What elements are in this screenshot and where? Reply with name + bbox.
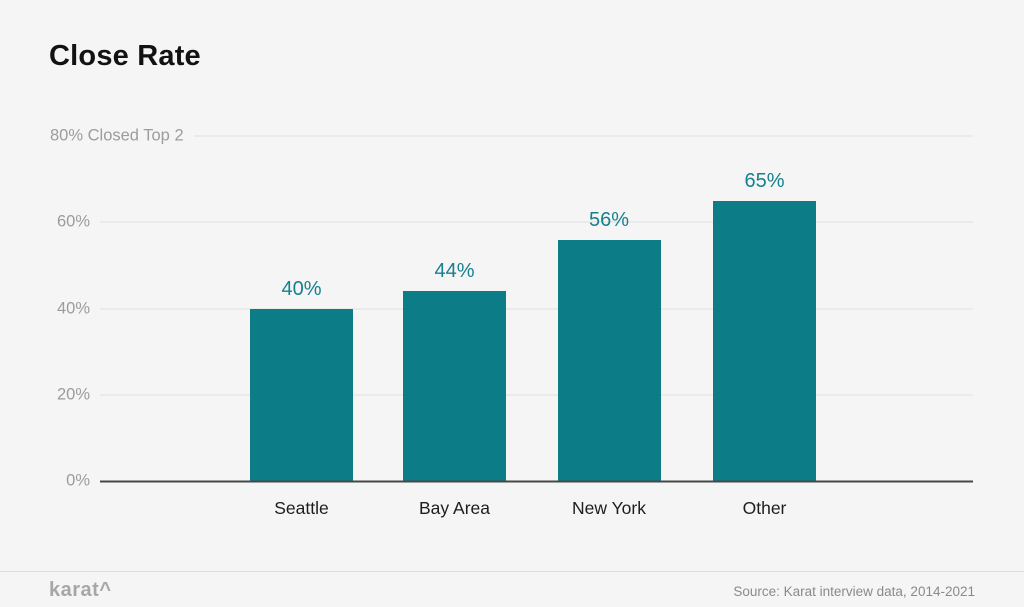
gridline-row: 40% (50, 299, 973, 318)
y-tick-label: 80% Closed Top 2 (50, 126, 184, 145)
y-tick-label: 40% (56, 299, 90, 317)
footer-divider (0, 571, 1024, 572)
y-tick-label: 60% (56, 212, 90, 231)
bar-new-york (557, 239, 661, 481)
x-axis-row: 0% (50, 472, 973, 491)
bar-other (713, 200, 816, 481)
chart-title: Close Rate (49, 40, 201, 72)
bar-seattle (250, 308, 353, 481)
gridline-row: 20% (50, 385, 973, 404)
gridline (100, 221, 973, 223)
gridline (100, 308, 973, 309)
bar-value-label: 40% (281, 277, 322, 300)
gridline-row: 60% (50, 213, 973, 232)
bar-value-label: 44% (434, 260, 475, 283)
gridline (100, 394, 973, 396)
bar-value-label: 65% (744, 169, 785, 192)
gridline (193, 135, 973, 137)
gridline-row: 80% Closed Top 2 (50, 127, 973, 146)
x-category-label: Bay Area (418, 498, 491, 518)
y-tick-label: 0% (66, 471, 90, 490)
bar-value-label: 56% (588, 208, 630, 231)
x-category-label: Other (742, 498, 787, 518)
x-category-label: New York (572, 498, 646, 518)
x-axis-line (100, 480, 973, 482)
source-text: Source: Karat interview data, 2014-2021 (733, 584, 975, 599)
y-tick-label: 20% (56, 385, 90, 404)
x-category-label: Seattle (274, 498, 329, 518)
karat-logo: karat^ (49, 579, 112, 601)
bar-bay-area (403, 291, 506, 481)
